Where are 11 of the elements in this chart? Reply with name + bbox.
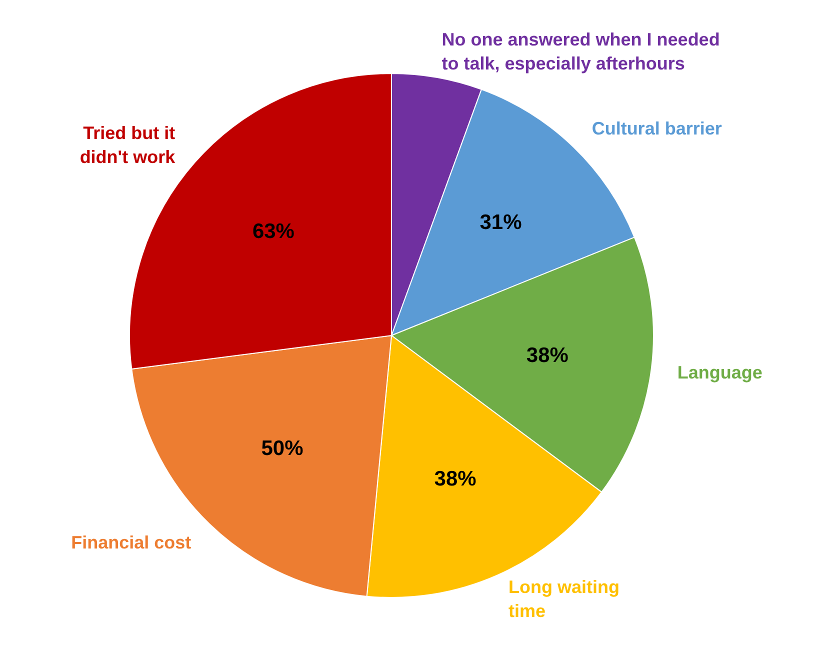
data-label: 38%: [526, 344, 569, 368]
slice-label: Cultural barrier: [592, 118, 722, 138]
data-label: 31%: [480, 210, 522, 234]
data-label: 63%: [252, 220, 295, 244]
data-label: 50%: [261, 437, 304, 460]
slice-label: No one answered when I needed to talk, especially afterhours: [442, 30, 720, 74]
slice-label: Language: [677, 362, 762, 382]
slice-label: Financial cost: [71, 532, 192, 553]
slice-label: Tried but it didn't work: [80, 123, 176, 168]
slice-label: Long waiting time: [508, 576, 620, 621]
data-label: 38%: [434, 468, 477, 491]
